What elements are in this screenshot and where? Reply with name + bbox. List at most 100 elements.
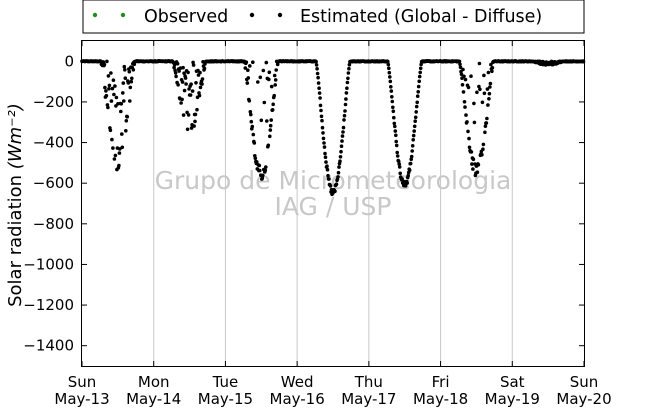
data-point	[394, 139, 399, 144]
data-point	[315, 71, 320, 76]
data-point	[249, 112, 253, 117]
data-point	[114, 95, 119, 100]
data-point	[342, 118, 346, 122]
y-axis-label-unit: (Wm⁻²)	[5, 103, 26, 169]
data-point	[470, 162, 474, 166]
data-point	[466, 85, 471, 90]
data-point	[107, 83, 112, 88]
data-point	[273, 83, 278, 87]
data-point	[345, 80, 350, 85]
legend-marker-estimated-2	[277, 12, 283, 18]
data-point	[393, 124, 397, 129]
data-point	[268, 128, 273, 132]
data-point	[105, 59, 109, 64]
y-tick-label: −1200	[23, 296, 74, 314]
data-point	[179, 101, 183, 105]
data-point	[344, 97, 348, 101]
data-point	[414, 110, 419, 114]
data-point	[475, 90, 479, 95]
data-point	[457, 59, 462, 64]
data-point	[272, 73, 277, 78]
data-point	[410, 144, 415, 148]
data-point	[193, 112, 198, 117]
data-point	[320, 118, 324, 123]
data-point	[119, 109, 123, 114]
data-point	[327, 177, 331, 181]
data-point	[130, 76, 134, 81]
data-point	[347, 66, 351, 71]
data-point	[418, 70, 423, 75]
data-point	[174, 74, 178, 79]
data-point	[328, 184, 333, 188]
data-point	[110, 137, 114, 142]
grid-lines	[153, 41, 513, 366]
data-point	[259, 118, 264, 123]
data-point	[128, 85, 133, 90]
data-point	[314, 59, 318, 64]
data-point	[123, 68, 127, 72]
plot-frame	[81, 40, 585, 367]
data-point	[269, 118, 274, 122]
data-point	[459, 72, 464, 77]
y-tick-label: −600	[33, 174, 74, 192]
data-point	[415, 94, 420, 98]
data-point	[121, 81, 126, 85]
data-point	[342, 113, 347, 118]
data-point	[107, 87, 111, 91]
data-point	[108, 128, 113, 133]
data-point	[392, 115, 396, 120]
data-point	[175, 61, 180, 66]
data-point	[337, 165, 341, 169]
data-point	[264, 165, 268, 169]
data-point	[490, 69, 494, 74]
data-point	[315, 67, 319, 71]
data-point	[488, 85, 492, 89]
data-point	[246, 76, 251, 80]
data-point	[268, 134, 272, 139]
data-point	[406, 173, 411, 178]
data-point	[482, 91, 487, 96]
data-point	[487, 97, 491, 101]
data-point	[336, 175, 340, 179]
x-tick-label-day: Thu	[354, 373, 383, 391]
data-point	[389, 89, 394, 93]
data-point	[131, 68, 136, 72]
data-point	[189, 82, 193, 86]
legend: Observed Estimated (Global - Diffuse)	[82, 0, 585, 34]
data-point	[275, 62, 280, 67]
data-point	[340, 139, 344, 143]
data-point	[249, 119, 254, 124]
data-point	[188, 93, 193, 97]
data-point	[469, 74, 473, 78]
data-point	[200, 77, 205, 81]
data-point	[458, 65, 463, 70]
data-point	[112, 92, 116, 97]
data-point	[339, 149, 343, 154]
data-point	[181, 113, 186, 117]
data-point	[261, 173, 265, 178]
data-point	[416, 84, 421, 89]
data-point	[326, 173, 330, 178]
data-point	[184, 82, 188, 86]
x-tick-label-day: Sun	[570, 373, 599, 391]
x-tick-label-day: Tue	[212, 373, 239, 391]
data-point	[317, 86, 321, 90]
x-tick-label-date: May-16	[270, 390, 325, 408]
data-point	[314, 63, 319, 67]
data-point	[485, 87, 490, 91]
data-point	[463, 77, 468, 82]
data-point	[477, 84, 481, 89]
data-point	[390, 99, 395, 104]
data-point	[477, 61, 482, 66]
data-point	[264, 60, 269, 65]
x-tick-label-date: May-20	[556, 390, 611, 408]
data-point	[418, 66, 423, 71]
data-point	[391, 105, 395, 110]
data-point	[261, 68, 266, 73]
data-point	[471, 167, 475, 171]
data-point	[191, 60, 195, 65]
data-point	[129, 79, 134, 84]
data-point	[388, 75, 392, 79]
data-point	[341, 125, 346, 130]
